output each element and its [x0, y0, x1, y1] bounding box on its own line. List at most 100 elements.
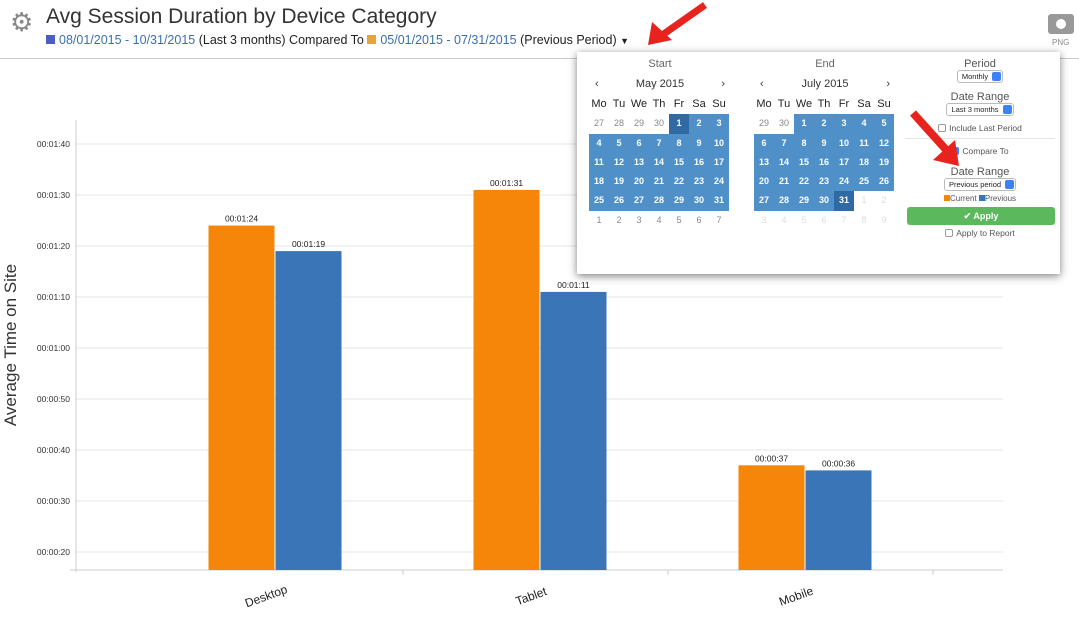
- calendar-day[interactable]: 26: [609, 191, 629, 211]
- calendar-day[interactable]: 3: [709, 114, 729, 134]
- prev-month-button[interactable]: ‹: [595, 78, 599, 90]
- calendar-day[interactable]: 28: [649, 191, 669, 211]
- calendar-day[interactable]: 15: [794, 152, 814, 173]
- calendar-day[interactable]: 17: [834, 152, 854, 173]
- calendar-day[interactable]: 21: [774, 172, 794, 192]
- calendar-day[interactable]: 11: [589, 152, 609, 173]
- calendar-day[interactable]: 7: [774, 133, 794, 153]
- calendar-day[interactable]: 30: [653, 118, 664, 129]
- apply-button[interactable]: ✔ Apply: [907, 207, 1055, 225]
- calendar-day[interactable]: 13: [629, 152, 649, 173]
- calendar-day[interactable]: 18: [589, 172, 609, 192]
- calendar-day[interactable]: 30: [814, 191, 834, 211]
- calendar-day[interactable]: 8: [669, 133, 689, 153]
- dropdown-caret-icon[interactable]: ▼: [620, 36, 630, 46]
- bar-previous-mobile[interactable]: [805, 470, 872, 570]
- bar-current-tablet[interactable]: [473, 189, 540, 570]
- calendar-day[interactable]: 9: [881, 214, 887, 225]
- calendar-day[interactable]: 6: [821, 214, 827, 225]
- calendar-day[interactable]: 4: [656, 214, 662, 225]
- calendar-day[interactable]: 23: [689, 172, 709, 192]
- calendar-day[interactable]: 27: [593, 118, 604, 129]
- calendar-day[interactable]: 12: [609, 152, 629, 173]
- calendar-day[interactable]: 12: [874, 133, 894, 153]
- calendar-day[interactable]: 19: [609, 172, 629, 192]
- calendar-day[interactable]: 4: [854, 114, 874, 134]
- calendar-day[interactable]: 3: [636, 214, 642, 225]
- calendar-day[interactable]: 14: [649, 152, 669, 173]
- include-last-period-checkbox[interactable]: [938, 124, 947, 132]
- calendar-day[interactable]: 2: [881, 195, 887, 206]
- calendar-day[interactable]: 16: [689, 152, 709, 173]
- calendar-day[interactable]: 19: [874, 152, 894, 173]
- calendar-day[interactable]: 6: [754, 133, 774, 153]
- compare-range-select[interactable]: Previous period: [943, 178, 1017, 191]
- calendar-day[interactable]: 9: [814, 133, 834, 153]
- png-export-label[interactable]: PNG: [1052, 38, 1070, 47]
- calendar-day[interactable]: 11: [854, 133, 874, 153]
- prev-month-button[interactable]: ‹: [760, 78, 764, 90]
- calendar-day[interactable]: 20: [754, 172, 774, 192]
- calendar-day[interactable]: 6: [696, 214, 702, 225]
- calendar-day[interactable]: 8: [861, 214, 867, 225]
- calendar-day[interactable]: 27: [754, 191, 774, 211]
- calendar-day[interactable]: 29: [633, 118, 644, 129]
- calendar-day[interactable]: 28: [613, 118, 624, 129]
- calendar-day[interactable]: 18: [854, 152, 874, 173]
- date-range-select[interactable]: Last 3 months: [946, 103, 1014, 116]
- calendar-day[interactable]: 26: [874, 172, 894, 192]
- next-month-button[interactable]: ›: [886, 78, 890, 90]
- calendar-day[interactable]: 2: [689, 114, 709, 134]
- date-range-summary[interactable]: 08/01/2015 - 10/31/2015 (Last 3 months) …: [46, 33, 629, 47]
- calendar-day[interactable]: 4: [589, 133, 609, 153]
- bar-previous-desktop[interactable]: [275, 251, 342, 570]
- calendar-day[interactable]: 17: [709, 152, 729, 173]
- calendar-day[interactable]: 23: [814, 172, 834, 192]
- camera-icon[interactable]: [1048, 14, 1074, 34]
- calendar-day[interactable]: 20: [629, 172, 649, 192]
- calendar-day[interactable]: 7: [649, 133, 669, 153]
- calendar-day[interactable]: 25: [854, 172, 874, 192]
- calendar-day[interactable]: 5: [801, 214, 807, 225]
- calendar-day[interactable]: 30: [689, 191, 709, 211]
- calendar-day[interactable]: 21: [649, 172, 669, 192]
- calendar-day[interactable]: 5: [874, 114, 894, 134]
- calendar-day[interactable]: 14: [774, 152, 794, 173]
- calendar-day[interactable]: 6: [629, 133, 649, 153]
- calendar-day[interactable]: 22: [669, 172, 689, 192]
- calendar-day[interactable]: 29: [758, 118, 769, 129]
- settings-gear-icon[interactable]: ⚙: [10, 7, 34, 37]
- calendar-day[interactable]: 8: [794, 133, 814, 153]
- calendar-day[interactable]: 10: [834, 133, 854, 153]
- apply-to-report-checkbox[interactable]: [945, 229, 954, 237]
- calendar-day[interactable]: 29: [669, 191, 689, 211]
- calendar-day[interactable]: 9: [689, 133, 709, 153]
- calendar-day[interactable]: 3: [834, 114, 854, 134]
- calendar-day[interactable]: 5: [609, 133, 629, 153]
- calendar-day[interactable]: 24: [834, 172, 854, 192]
- calendar-day[interactable]: 4: [781, 214, 787, 225]
- calendar-day[interactable]: 1: [794, 114, 814, 134]
- calendar-day[interactable]: 29: [794, 191, 814, 211]
- calendar-day[interactable]: 2: [616, 214, 622, 225]
- next-month-button[interactable]: ›: [721, 78, 725, 90]
- calendar-day[interactable]: 31: [709, 191, 729, 211]
- calendar-day[interactable]: 2: [814, 114, 834, 134]
- period-select[interactable]: Monthly: [956, 70, 1004, 83]
- calendar-day[interactable]: 30: [778, 118, 789, 129]
- bar-current-desktop[interactable]: [208, 225, 275, 570]
- calendar-day[interactable]: 7: [841, 214, 847, 225]
- calendar-day[interactable]: 16: [814, 152, 834, 173]
- calendar-day[interactable]: 1: [596, 214, 602, 225]
- calendar-day[interactable]: 13: [754, 152, 774, 173]
- calendar-day[interactable]: 5: [676, 214, 682, 225]
- bar-current-mobile[interactable]: [738, 465, 805, 570]
- calendar-day[interactable]: 1: [669, 114, 689, 134]
- calendar-day[interactable]: 7: [716, 214, 722, 225]
- calendar-day[interactable]: 1: [861, 195, 867, 206]
- calendar-day[interactable]: 22: [794, 172, 814, 192]
- calendar-day[interactable]: 25: [589, 191, 609, 211]
- calendar-day[interactable]: 15: [669, 152, 689, 173]
- bar-previous-tablet[interactable]: [540, 291, 607, 570]
- calendar-day[interactable]: 31: [834, 191, 854, 211]
